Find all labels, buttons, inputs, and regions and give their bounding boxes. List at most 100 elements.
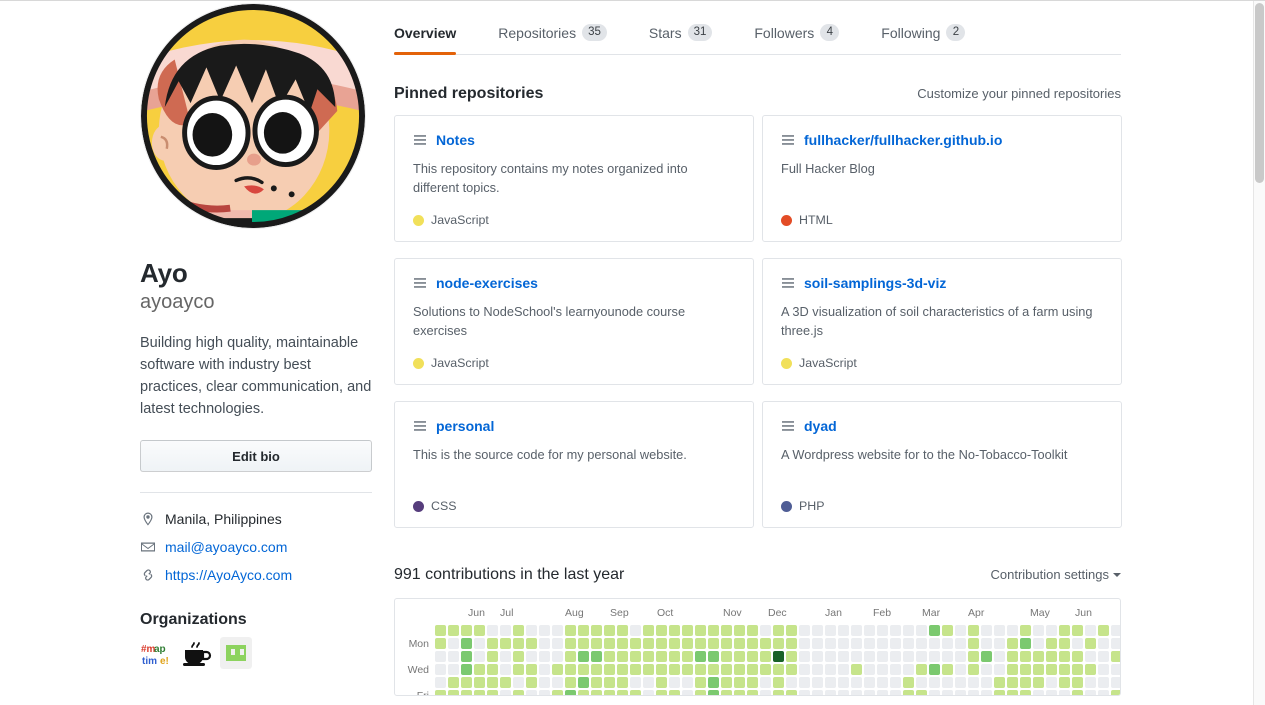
calendar-day-cell[interactable] (682, 664, 693, 675)
calendar-day-cell[interactable] (916, 651, 927, 662)
calendar-day-cell[interactable] (955, 690, 966, 695)
calendar-day-cell[interactable] (513, 638, 524, 649)
calendar-day-cell[interactable] (630, 638, 641, 649)
calendar-day-cell[interactable] (474, 677, 485, 688)
calendar-day-cell[interactable] (604, 651, 615, 662)
calendar-day-cell[interactable] (552, 651, 563, 662)
calendar-day-cell[interactable] (1059, 677, 1070, 688)
calendar-day-cell[interactable] (825, 651, 836, 662)
calendar-day-cell[interactable] (799, 651, 810, 662)
calendar-day-cell[interactable] (851, 677, 862, 688)
calendar-day-cell[interactable] (695, 664, 706, 675)
calendar-day-cell[interactable] (812, 690, 823, 695)
pinned-repo-name[interactable]: fullhacker/fullhacker.github.io (804, 132, 1003, 148)
calendar-day-cell[interactable] (591, 690, 602, 695)
calendar-day-cell[interactable] (916, 690, 927, 695)
calendar-day-cell[interactable] (1020, 690, 1031, 695)
calendar-day-cell[interactable] (1007, 690, 1018, 695)
calendar-day-cell[interactable] (734, 651, 745, 662)
calendar-day-cell[interactable] (1072, 664, 1083, 675)
calendar-day-cell[interactable] (656, 677, 667, 688)
calendar-day-cell[interactable] (838, 625, 849, 636)
tab-following[interactable]: Following 2 (881, 24, 981, 54)
calendar-day-cell[interactable] (1072, 638, 1083, 649)
calendar-day-cell[interactable] (916, 677, 927, 688)
calendar-day-cell[interactable] (474, 664, 485, 675)
calendar-day-cell[interactable] (851, 625, 862, 636)
calendar-day-cell[interactable] (565, 625, 576, 636)
calendar-day-cell[interactable] (682, 638, 693, 649)
calendar-day-cell[interactable] (903, 638, 914, 649)
calendar-day-cell[interactable] (955, 625, 966, 636)
calendar-day-cell[interactable] (1085, 677, 1096, 688)
calendar-day-cell[interactable] (695, 638, 706, 649)
calendar-day-cell[interactable] (513, 625, 524, 636)
calendar-day-cell[interactable] (903, 677, 914, 688)
calendar-day-cell[interactable] (799, 625, 810, 636)
calendar-day-cell[interactable] (1098, 677, 1109, 688)
calendar-day-cell[interactable] (604, 664, 615, 675)
calendar-day-cell[interactable] (1059, 651, 1070, 662)
calendar-day-cell[interactable] (747, 638, 758, 649)
calendar-day-cell[interactable] (643, 677, 654, 688)
calendar-day-cell[interactable] (1111, 638, 1120, 649)
calendar-day-cell[interactable] (734, 638, 745, 649)
calendar-day-cell[interactable] (812, 638, 823, 649)
calendar-day-cell[interactable] (864, 638, 875, 649)
calendar-day-cell[interactable] (578, 677, 589, 688)
calendar-day-cell[interactable] (435, 690, 446, 695)
calendar-day-cell[interactable] (760, 638, 771, 649)
calendar-day-cell[interactable] (487, 677, 498, 688)
calendar-day-cell[interactable] (812, 651, 823, 662)
calendar-day-cell[interactable] (955, 664, 966, 675)
calendar-day-cell[interactable] (1085, 625, 1096, 636)
calendar-day-cell[interactable] (708, 677, 719, 688)
website-link[interactable]: https://AyoAyco.com (165, 566, 293, 583)
avatar[interactable] (140, 3, 366, 229)
calendar-day-cell[interactable] (461, 664, 472, 675)
calendar-day-cell[interactable] (448, 651, 459, 662)
calendar-day-cell[interactable] (916, 625, 927, 636)
calendar-day-cell[interactable] (851, 664, 862, 675)
calendar-day-cell[interactable] (877, 664, 888, 675)
calendar-day-cell[interactable] (539, 664, 550, 675)
calendar-day-cell[interactable] (630, 664, 641, 675)
calendar-day-cell[interactable] (864, 625, 875, 636)
calendar-day-cell[interactable] (695, 677, 706, 688)
calendar-day-cell[interactable] (890, 651, 901, 662)
calendar-day-cell[interactable] (500, 651, 511, 662)
calendar-day-cell[interactable] (968, 690, 979, 695)
calendar-day-cell[interactable] (838, 664, 849, 675)
calendar-day-cell[interactable] (851, 638, 862, 649)
pinned-repo-card[interactable]: personal This is the source code for my … (394, 401, 754, 528)
calendar-day-cell[interactable] (942, 625, 953, 636)
calendar-day-cell[interactable] (1046, 677, 1057, 688)
calendar-day-cell[interactable] (929, 664, 940, 675)
calendar-day-cell[interactable] (968, 625, 979, 636)
calendar-day-cell[interactable] (565, 664, 576, 675)
pinned-repo-name[interactable]: Notes (436, 132, 475, 148)
calendar-day-cell[interactable] (643, 664, 654, 675)
calendar-day-cell[interactable] (500, 677, 511, 688)
calendar-day-cell[interactable] (526, 690, 537, 695)
calendar-day-cell[interactable] (578, 638, 589, 649)
calendar-day-cell[interactable] (812, 677, 823, 688)
calendar-day-cell[interactable] (955, 677, 966, 688)
calendar-day-cell[interactable] (474, 625, 485, 636)
calendar-day-cell[interactable] (773, 690, 784, 695)
calendar-day-cell[interactable] (552, 638, 563, 649)
calendar-day-cell[interactable] (708, 690, 719, 695)
calendar-day-cell[interactable] (539, 651, 550, 662)
calendar-day-cell[interactable] (1046, 651, 1057, 662)
calendar-day-cell[interactable] (526, 651, 537, 662)
calendar-day-cell[interactable] (1020, 677, 1031, 688)
calendar-day-cell[interactable] (448, 638, 459, 649)
calendar-day-cell[interactable] (994, 677, 1005, 688)
calendar-day-cell[interactable] (1111, 664, 1120, 675)
calendar-day-cell[interactable] (513, 677, 524, 688)
calendar-day-cell[interactable] (552, 690, 563, 695)
calendar-day-cell[interactable] (526, 677, 537, 688)
calendar-day-cell[interactable] (1098, 638, 1109, 649)
tab-stars[interactable]: Stars 31 (649, 24, 728, 54)
calendar-day-cell[interactable] (474, 651, 485, 662)
